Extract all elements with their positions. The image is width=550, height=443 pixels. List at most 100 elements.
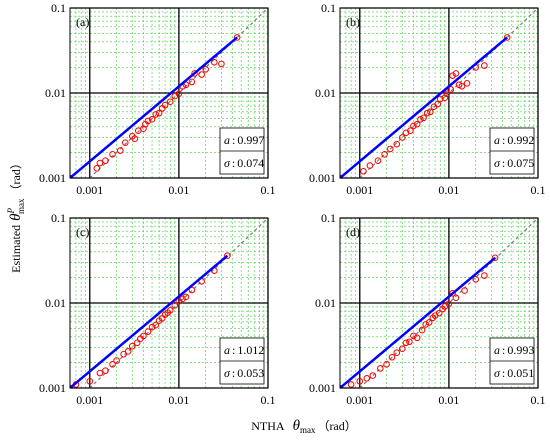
stats-symbol: σ: [494, 156, 501, 170]
data-point: [366, 162, 374, 169]
stats-value: 0.053: [237, 366, 264, 380]
data-point: [413, 334, 421, 342]
stats-separator: :: [232, 156, 235, 170]
plot-frame: [69, 217, 269, 389]
stats-value: 0.997: [237, 133, 264, 147]
plot-frame: [69, 7, 269, 179]
data-point: [166, 307, 174, 314]
panel: 0.001 0.01 0.1 0.001 0.01 0.1 (c) a:1.012 σ:0.05…: [39, 211, 276, 407]
data-point: [109, 361, 116, 368]
panel: 0.001 0.01 0.1 0.001 0.01 0.1 (a) a:0.997 σ:0.07…: [39, 1, 276, 197]
stats-line: σ:0.075: [494, 156, 534, 170]
data-point: [481, 272, 488, 279]
stats-line: a:0.993: [494, 343, 534, 357]
data-point: [425, 319, 433, 326]
data-point: [124, 348, 132, 355]
stats-separator: :: [502, 156, 505, 170]
plot-frame: [339, 217, 539, 389]
data-point: [182, 293, 190, 301]
x-tick-label: 0.001: [76, 393, 103, 407]
panel-label: (b): [346, 15, 360, 29]
data-point: [140, 332, 147, 340]
stats-symbol: a: [224, 343, 230, 357]
data-point: [148, 116, 156, 123]
data-point: [224, 252, 231, 260]
x-tick-label: 0.01: [168, 183, 189, 197]
y-tick-label: 0.01: [315, 86, 336, 100]
fit-line: [70, 36, 238, 178]
data-point: [161, 101, 169, 109]
data-point: [144, 328, 152, 335]
data-point: [436, 95, 444, 103]
y-axis-label: Estimated θPmax （rad）: [6, 157, 26, 273]
data-point: [198, 71, 205, 78]
data-point: [386, 145, 394, 153]
identity-line: [89, 218, 268, 388]
data-point: [191, 70, 198, 77]
data-point: [452, 294, 460, 302]
stats-line: σ:0.051: [494, 366, 534, 380]
y-tick-label: 0.001: [39, 171, 66, 185]
data-point: [427, 108, 434, 116]
data-point: [179, 295, 186, 303]
data-point: [434, 100, 442, 108]
panel-label: (a): [76, 15, 89, 29]
x-label-sub: max: [300, 425, 316, 435]
data-point: [445, 300, 453, 308]
data-point: [398, 345, 406, 352]
stats-separator: :: [232, 366, 235, 380]
y-tick-label: 0.01: [315, 296, 336, 310]
fit-line: [340, 36, 508, 178]
stats-separator: :: [232, 343, 235, 357]
stats-symbol: σ: [224, 156, 231, 170]
panel-label: (d): [346, 225, 360, 239]
data-point: [86, 377, 94, 385]
data-point: [503, 34, 511, 41]
data-point: [458, 82, 466, 90]
data-point: [360, 167, 367, 175]
y-label-symbol: θ: [8, 213, 24, 221]
data-point: [402, 339, 410, 347]
data-point: [155, 109, 163, 117]
data-point: [175, 90, 183, 98]
data-point: [188, 286, 196, 294]
data-point: [211, 58, 218, 66]
data-point: [443, 90, 451, 98]
data-point: [93, 165, 101, 172]
data-point: [435, 309, 443, 317]
data-point: [410, 122, 417, 130]
y-tick-label: 0.1: [51, 211, 66, 225]
stats-separator: :: [502, 343, 505, 357]
data-point: [363, 375, 371, 382]
y-label-sub: max: [16, 198, 26, 214]
data-point: [381, 151, 388, 158]
data-point: [96, 369, 104, 377]
x-tick-label: 0.001: [346, 393, 373, 407]
identity-line: [359, 218, 538, 388]
x-axis-label: NTHA θmax （rad）: [251, 418, 357, 435]
data-point: [406, 338, 413, 346]
data-point: [418, 326, 426, 334]
x-tick-label: 0.001: [76, 183, 103, 197]
data-point: [393, 349, 401, 357]
data-point: [121, 139, 129, 147]
x-tick-label: 0.01: [438, 393, 459, 407]
x-tick-label: 0.1: [531, 183, 546, 197]
x-label-symbol: θ: [293, 418, 301, 434]
data-point: [461, 287, 468, 294]
data-point: [144, 117, 152, 125]
data-point: [120, 350, 127, 358]
panel-label: (c): [76, 225, 89, 239]
y-label-sup: P: [6, 207, 16, 214]
stats-symbol: a: [224, 133, 230, 147]
data-point: [131, 135, 139, 142]
data-point: [116, 147, 124, 154]
y-tick-label: 0.01: [45, 86, 66, 100]
identity-line: [359, 8, 538, 178]
data-point: [417, 116, 424, 123]
stats-separator: :: [502, 366, 505, 380]
data-point: [188, 78, 196, 86]
data-point: [388, 353, 396, 361]
data-point: [422, 321, 430, 328]
x-tick-label: 0.01: [168, 393, 189, 407]
